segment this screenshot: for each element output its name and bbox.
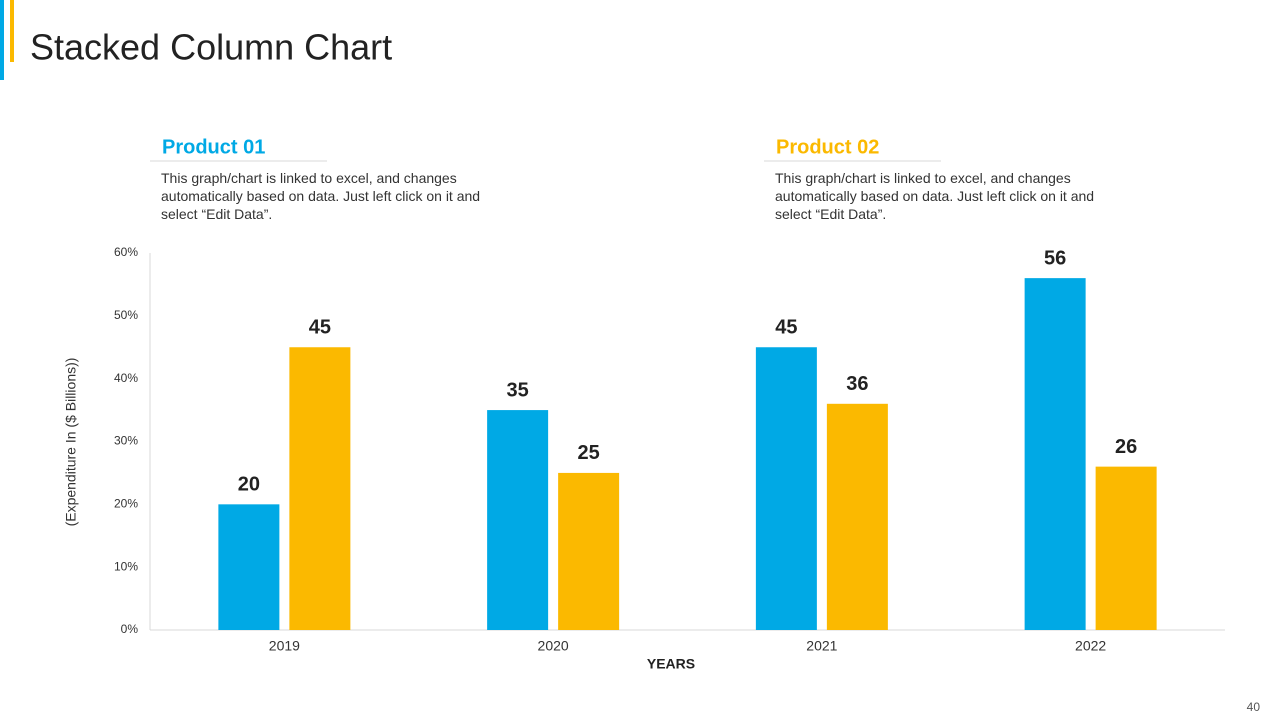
description: This graph/chart is linked to excel, and…	[161, 170, 481, 222]
legend-heading: Product 01	[162, 136, 265, 158]
data-label: 35	[507, 379, 529, 401]
y-tick-label: 20%	[114, 497, 138, 511]
x-tick-label: 2021	[806, 638, 837, 654]
data-label: 25	[578, 442, 600, 464]
accent-bar	[10, 0, 14, 62]
bar	[289, 347, 351, 630]
bar	[826, 403, 888, 630]
bar	[558, 472, 620, 630]
data-label: 20	[238, 474, 260, 496]
legend-heading: Product 02	[776, 136, 879, 158]
x-tick-label: 2022	[1075, 638, 1106, 654]
y-tick-label: 30%	[114, 434, 138, 448]
page-number: 40	[1247, 700, 1261, 714]
y-axis-label: (Expenditure In ($ Billions))	[63, 358, 79, 527]
slide-title: Stacked Column Chart	[30, 27, 392, 68]
x-axis-label: YEARS	[647, 656, 695, 672]
data-label: 45	[775, 317, 797, 339]
description: This graph/chart is linked to excel, and…	[775, 170, 1095, 222]
x-tick-label: 2019	[269, 638, 300, 654]
x-tick-label: 2020	[538, 638, 569, 654]
data-label: 36	[846, 373, 868, 395]
data-label: 45	[309, 317, 331, 339]
bar	[1024, 278, 1086, 630]
y-tick-label: 10%	[114, 559, 138, 573]
bar	[487, 410, 549, 630]
bar	[218, 504, 280, 630]
bar	[755, 347, 817, 630]
y-tick-label: 60%	[114, 245, 138, 259]
data-label: 26	[1115, 436, 1137, 458]
y-tick-label: 40%	[114, 371, 138, 385]
bar	[1095, 466, 1157, 630]
accent-bar	[0, 0, 4, 80]
data-label: 56	[1044, 247, 1066, 269]
y-tick-label: 0%	[121, 622, 139, 636]
y-tick-label: 50%	[114, 308, 138, 322]
